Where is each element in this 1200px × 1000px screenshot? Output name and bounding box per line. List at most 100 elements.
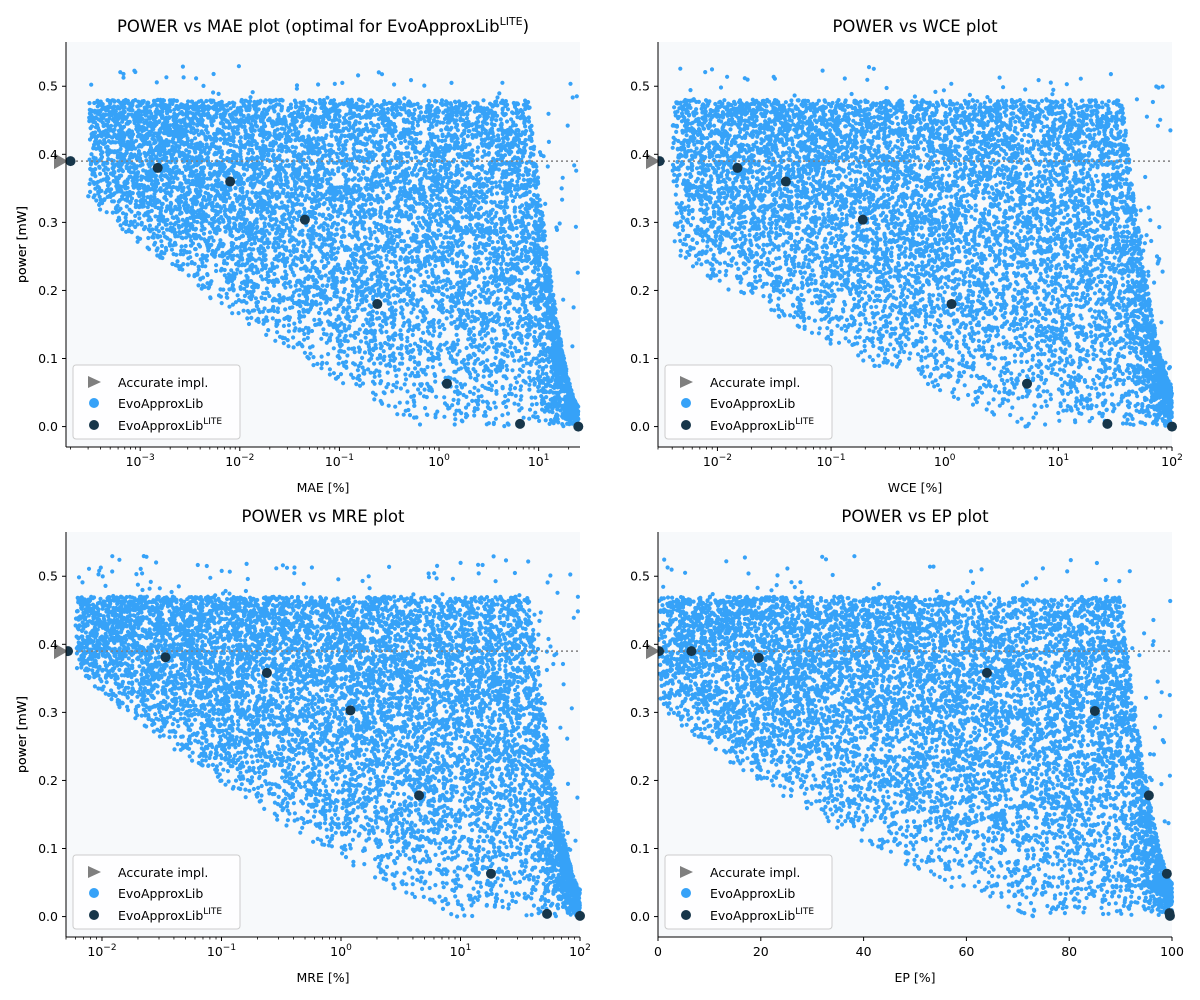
lite-point-9 [1164,910,1175,921]
lite-point-6 [1143,790,1154,801]
legend-evo-label: EvoApproxLib [710,886,795,901]
x-tick-label: 10−3 [126,453,155,469]
lite-point-8 [575,910,585,921]
lite-point-7 [1102,418,1113,429]
y-tick-label: 0.1 [38,841,58,856]
lite-point-2 [160,652,171,663]
y-tick-label: 0.0 [630,419,650,434]
lite-point-2 [686,646,697,657]
x-tick-label: 101 [450,943,472,959]
chart-title: POWER vs WCE plot [832,17,998,36]
chart-title: POWER vs MRE plot [242,507,406,526]
lite-point-5 [414,790,425,801]
x-tick-label: 10−2 [703,453,732,469]
lite-point-4 [299,214,310,225]
lite-point-3 [261,667,272,678]
legend-lite-label: EvoApproxLibLITE [118,417,222,433]
legend-accurate-marker [88,866,101,878]
legend-lite-marker [681,420,691,430]
legend-evo-label: EvoApproxLib [118,396,203,411]
y-tick-label: 0.2 [38,283,58,298]
lite-point-5 [1089,706,1100,717]
x-tick-label: 10−2 [87,943,116,959]
legend: Accurate impl. EvoApproxLib EvoApproxLibLI… [664,364,833,440]
x-tick-label: 10−1 [816,453,845,469]
x-tick-label: 40 [856,944,872,959]
legend-lite-marker [89,910,99,920]
x-tick-label: 80 [1061,944,1077,959]
lite-point-6 [441,378,452,389]
lite-point-3 [780,176,791,187]
lite-point-6 [1022,378,1033,389]
x-tick-label: 10−2 [225,453,254,469]
x-tick-label: 102 [569,943,591,959]
legend: Accurate impl. EvoApproxLib EvoApproxLibLI… [72,854,241,930]
accurate-marker [54,153,68,170]
legend-accurate-label: Accurate impl. [710,375,800,390]
legend-box [72,854,241,930]
y-axis-label: power [mW] [14,206,29,283]
y-tick-label: 0.5 [38,569,58,584]
y-tick-label: 0.2 [630,283,650,298]
lite-point-1 [66,646,74,657]
legend-accurate-label: Accurate impl. [710,865,800,880]
accurate-marker [646,643,660,660]
lite-point-3 [225,176,236,187]
legend-accurate-label: Accurate impl. [118,375,208,390]
subplot-1: 0.0 0.1 0.2 0.3 0.4 0.5 10−3 10−2 10−1 100 101 MAE … [14,15,584,495]
lite-point-7 [542,908,553,919]
y-tick-label: 0.3 [38,215,58,230]
y-tick-label: 0.1 [630,841,650,856]
x-tick-label: 100 [330,943,352,959]
legend-accurate-marker [680,376,693,388]
legend-accurate-marker [680,866,693,878]
legend-evo-label: EvoApproxLib [118,886,203,901]
legend: Accurate impl. EvoApproxLib EvoApproxLibLI… [72,364,241,440]
lite-point-1 [66,156,76,167]
y-tick-label: 0.5 [630,79,650,94]
lite-point-4 [345,705,356,716]
x-tick-label: 100 [1160,944,1184,959]
x-axis-label: WCE [%] [888,480,943,495]
x-tick-label: 20 [753,944,769,959]
lite-point-4 [857,214,868,225]
y-tick-label: 0.2 [38,773,58,788]
legend-box [72,364,241,440]
subplot-4: 0.0 0.1 0.2 0.3 0.4 0.5 0 20 40 60 80 100 EP [%] powe… [14,507,1184,985]
legend-box [664,364,833,440]
x-tick-label: 100 [934,453,956,469]
y-tick-label: 0.0 [630,909,650,924]
y-tick-label: 0.3 [38,705,58,720]
legend-lite-marker [89,420,99,430]
y-tick-label: 0.2 [630,773,650,788]
lite-point-1 [658,156,665,167]
evoapproxlib-cloud [670,65,1174,429]
lite-point-2 [732,162,743,173]
legend-accurate-label: Accurate impl. [118,865,208,880]
legend-lite-label: EvoApproxLibLITE [710,417,814,433]
lite-point-1 [658,646,665,657]
lite-point-7 [515,418,526,429]
y-tick-label: 0.0 [38,909,58,924]
x-axis-label: MRE [%] [297,970,350,985]
lite-point-7 [1161,868,1172,879]
y-tick-label: 0.5 [38,79,58,94]
legend-evo-marker [89,888,99,898]
lite-point-4 [981,667,992,678]
subplot-2: 0.0 0.1 0.2 0.3 0.4 0.5 10−2 10−1 100 101 102 WCE [… [14,17,1183,495]
x-tick-label: 101 [1048,453,1070,469]
lite-point-5 [372,299,383,310]
lite-point-8 [573,421,584,432]
x-axis-label: EP [%] [894,970,935,985]
y-tick-label: 0.4 [630,147,650,162]
legend-evo-marker [681,398,691,408]
evoapproxlib-cloud [73,554,582,919]
y-axis-label: power [mW] [14,206,29,283]
accurate-marker [646,153,660,170]
lite-point-6 [486,868,497,879]
lite-point-2 [152,162,163,173]
x-tick-label: 102 [1161,453,1183,469]
legend-evo-marker [89,398,99,408]
evoapproxlib-cloud [658,554,1175,919]
